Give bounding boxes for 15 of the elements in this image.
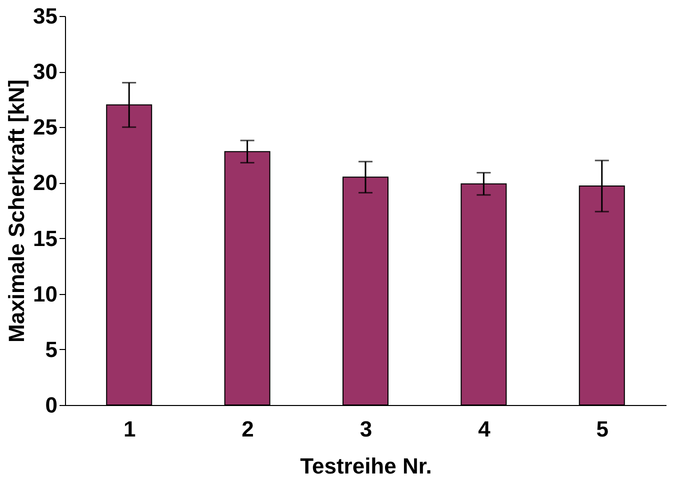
x-tick-label: 3 <box>360 416 372 442</box>
x-tick-label: 1 <box>123 416 136 442</box>
y-tick-label: 35 <box>33 4 58 28</box>
x-axis-title: Testreihe Nr. <box>300 454 432 478</box>
y-axis-title: Maximale Scherkraft [kN] <box>4 80 30 342</box>
y-tick-label: 30 <box>33 59 58 84</box>
y-tick-label: 10 <box>33 281 58 306</box>
y-tick-label: 20 <box>33 170 58 196</box>
y-tick-label: 25 <box>33 114 58 140</box>
y-tick-label: 5 <box>45 336 58 362</box>
x-tick-label: 2 <box>242 416 254 442</box>
x-tick-label: 5 <box>596 416 609 442</box>
y-tick-label: 15 <box>33 226 58 251</box>
x-tick-label: 4 <box>478 416 492 442</box>
y-tick-label: 0 <box>45 392 58 418</box>
